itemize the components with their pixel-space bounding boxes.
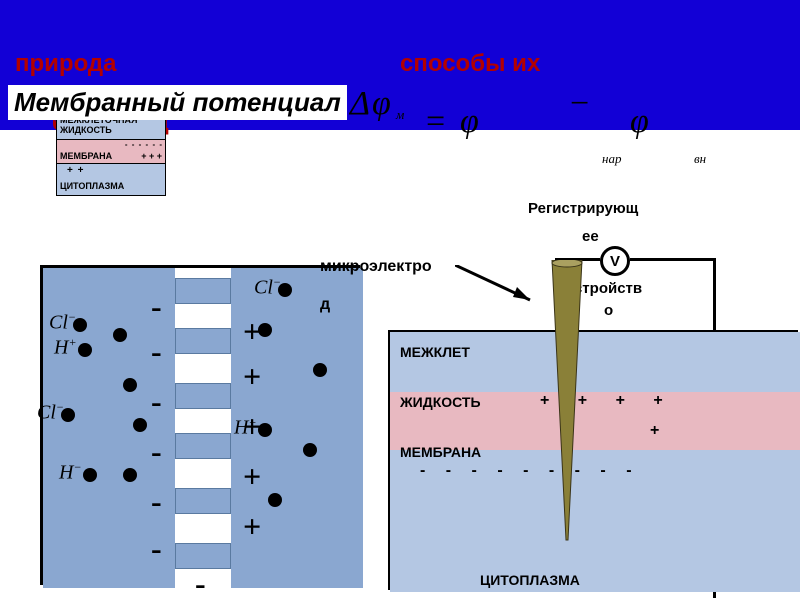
ion [268,493,282,507]
right-diagram: МЕЖКЛЕТ ЖИДКОСТЬ МЕМБРАНА ЦИТОПЛАЗМА + +… [388,330,798,590]
bottom-minus: - [195,565,206,602]
wire-right [630,258,715,261]
legend-plus-text: + + + [141,151,162,161]
minus-charge: - [151,288,162,325]
gate [175,328,231,354]
ion [123,378,137,392]
plus-charge: + [243,313,261,350]
eq-sub-nar: нар [602,151,621,167]
eq-eq: = [426,103,445,141]
minus-charge: - [151,333,162,370]
plus-charge: + [243,458,261,495]
banner-text-right: способы их [400,50,540,78]
dev-label-2: о [604,302,613,319]
label-memb: МЕМБРАНА [400,444,481,460]
ion [133,418,147,432]
ion-label: Cl− [254,275,281,300]
ion-label: H+ [54,335,77,360]
ion [113,328,127,342]
minus-charge: - [151,383,162,420]
ion [313,363,327,377]
ion [303,443,317,457]
gate [175,383,231,409]
left-diagram: Cl−H+Cl−H− Cl−H+ -+-+-+-+-+- [40,265,360,585]
eq-phi3: φ [630,103,649,141]
microelectrode-icon [542,260,592,550]
ion [83,468,97,482]
plus-charge: + [243,358,261,395]
micro-label-2: д [320,296,330,314]
layer-top [390,332,800,392]
plus-charge: + [243,408,261,445]
eq-sub-m: м [396,107,404,123]
plus-extra: + [650,422,659,440]
gate [175,488,231,514]
eq-sub-vn: вн [694,151,706,167]
ion [78,343,92,357]
eq-phi1: φ [372,85,391,123]
minus-row: - - - - - - - - - [420,462,640,480]
ion-label: Cl− [37,400,64,425]
plus-charge: + [243,508,261,545]
reg-label-1: Регистрирующ [528,200,638,217]
label-mezh: МЕЖКЛЕТ [400,344,470,360]
micro-label-1: микроэлектро [320,258,432,276]
ion-label: Cl− [49,310,76,335]
ion-label: H− [59,460,82,485]
legend-plus-row2: + + [56,164,166,177]
minus-charge: - [151,530,162,567]
legend-membrane-label: МЕМБРАНА [60,151,112,161]
ion [123,468,137,482]
legend-minus-text: - - - - - - [125,140,163,149]
legend-minus-row: - - - - - - [56,140,166,149]
eq-phi2: φ [460,103,479,141]
channel [175,268,231,588]
banner-text-left: природа [15,50,117,78]
v-label: V [610,253,620,270]
legend-box: МЕЖКЛЕТОЧНАЯ ЖИДКОСТЬ - - - - - - МЕМБРА… [56,110,166,196]
minus-charge: - [151,483,162,520]
minus-charge: - [151,433,162,470]
eq-minus: − [570,85,589,123]
label-zhid: ЖИДКОСТЬ [400,394,481,410]
voltmeter-icon: V [600,246,630,276]
gate [175,278,231,304]
legend-row-2: МЕМБРАНА + + + [56,149,166,164]
legend-row-3: ЦИТОПЛАЗМА [56,177,166,196]
main-title: Мембранный потенциал [8,85,347,120]
eq-delta: Δ [350,85,370,123]
reg-label-2: ее [582,228,599,245]
gate [175,433,231,459]
microelectrode-arrow [455,265,545,315]
label-cyto: ЦИТОПЛАЗМА [480,572,580,588]
